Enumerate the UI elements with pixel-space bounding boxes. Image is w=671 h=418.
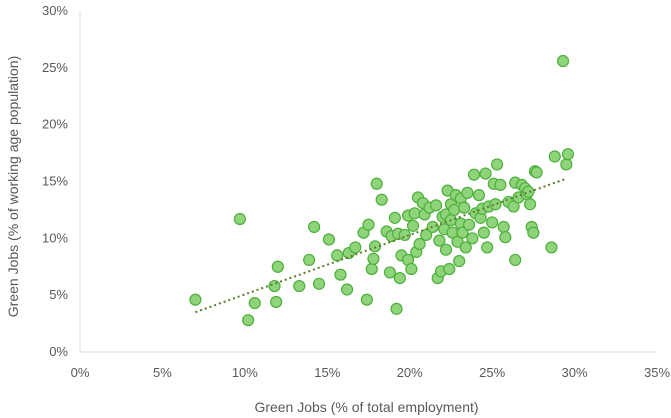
data-point <box>271 260 284 273</box>
y-tick-label: 0% <box>49 344 68 359</box>
data-point <box>459 241 472 254</box>
data-point <box>413 237 426 251</box>
data-point <box>433 234 446 247</box>
trendline <box>195 178 566 314</box>
data-point <box>360 293 373 306</box>
data-point <box>477 226 490 239</box>
data-point <box>443 262 456 276</box>
x-axis-ticks: 0% 5% 10% 15% 20% 25% 30% 35% <box>71 365 671 380</box>
data-point <box>390 302 403 315</box>
data-point <box>322 233 336 246</box>
data-point <box>523 198 537 211</box>
data-point <box>481 241 494 254</box>
y-axis-ticks: 0% 5% 10% 15% 20% 25% 30% <box>42 3 68 359</box>
data-point <box>307 220 321 234</box>
data-point <box>268 279 281 293</box>
data-point <box>383 266 397 279</box>
data-point <box>270 295 283 309</box>
data-point <box>486 216 499 229</box>
data-point <box>453 254 466 268</box>
data-point <box>456 226 469 239</box>
y-tick-label: 15% <box>42 174 68 189</box>
data-point <box>458 201 471 214</box>
y-tick-label: 30% <box>42 3 68 18</box>
data-point <box>388 211 401 224</box>
data-point <box>303 253 316 267</box>
data-point <box>189 293 202 306</box>
x-tick-label: 5% <box>153 365 172 380</box>
x-tick-label: 10% <box>232 365 258 380</box>
data-point <box>466 232 479 245</box>
data-point <box>406 219 420 232</box>
data-point <box>479 167 492 180</box>
y-tick-label: 25% <box>42 60 68 75</box>
data-point <box>461 186 474 199</box>
data-point <box>560 158 573 171</box>
data-point <box>362 218 375 231</box>
data-point <box>489 198 502 211</box>
data-point <box>497 220 510 234</box>
data-point <box>408 207 421 220</box>
x-tick-label: 20% <box>397 365 423 380</box>
data-point <box>548 150 561 163</box>
data-point <box>467 168 481 181</box>
data-point <box>522 185 535 198</box>
data-point <box>312 277 326 290</box>
data-point <box>405 262 418 276</box>
data-point <box>451 235 464 248</box>
data-point <box>448 203 461 217</box>
data-point <box>561 148 575 161</box>
data-point <box>429 199 443 212</box>
data-points <box>189 54 575 327</box>
data-point <box>545 241 558 254</box>
data-point <box>242 314 255 327</box>
data-point <box>393 272 406 285</box>
data-point <box>530 166 543 179</box>
data-point <box>507 200 520 213</box>
data-point <box>509 253 522 267</box>
data-point <box>248 297 261 310</box>
data-point <box>499 231 512 244</box>
data-point <box>367 252 380 265</box>
y-tick-label: 10% <box>42 230 68 245</box>
data-point <box>398 228 411 242</box>
data-point <box>494 178 507 192</box>
y-axis-title: Green Jobs (% of working age population) <box>5 56 21 317</box>
data-point <box>556 54 570 68</box>
data-point <box>426 220 439 234</box>
data-point <box>472 189 486 202</box>
data-point <box>340 283 354 296</box>
data-point <box>293 279 306 293</box>
data-point <box>331 249 344 262</box>
x-tick-label: 30% <box>562 365 588 380</box>
x-axis-title: Green Jobs (% of total employment) <box>254 399 478 415</box>
data-point <box>375 193 388 206</box>
x-tick-label: 15% <box>314 365 340 380</box>
y-tick-label: 5% <box>49 287 68 302</box>
x-tick-label: 0% <box>71 365 90 380</box>
data-point <box>334 268 347 281</box>
data-point <box>365 262 378 276</box>
data-point <box>490 158 504 171</box>
y-tick-label: 20% <box>42 117 68 132</box>
data-point <box>439 243 453 256</box>
data-point <box>349 241 362 254</box>
x-tick-label: 25% <box>479 365 505 380</box>
x-tick-label: 35% <box>644 365 670 380</box>
data-point <box>527 226 540 239</box>
data-point <box>462 218 476 231</box>
data-point <box>370 177 383 190</box>
data-point <box>233 212 247 226</box>
